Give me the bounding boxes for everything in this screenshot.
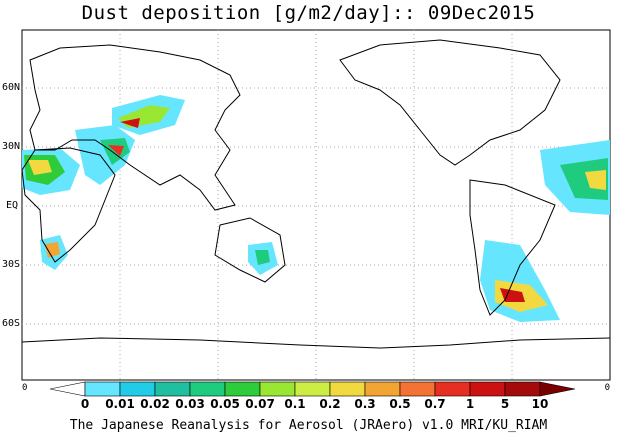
colorbar-tick-label: 0.02 [140,397,170,411]
colorbar-tick-label: 1 [466,397,474,411]
colorbar-swatch [364,381,401,397]
colorbar-swatch [434,381,471,397]
plume-atlantic-mid [560,158,608,200]
colorbar-tick-label: 0.3 [354,397,375,411]
colorbar-swatch [329,381,366,397]
colorbar-swatch [259,381,296,397]
colorbar-tick-label: 0.2 [319,397,340,411]
colorbar-tick-label: 10 [532,397,549,411]
plume-west-africa-inner [28,160,52,175]
lat-label-eq: EQ [6,200,19,211]
colorbar-swatch [469,381,506,397]
coastline-north-america [339,39,561,166]
dust-plumes [22,95,610,322]
axis-end-label: 0 [605,383,610,393]
lat-label-30n: 30N [2,141,21,152]
colorbar-swatch [49,381,86,397]
plume-south-africa-inner [45,242,60,258]
colorbar-swatch [224,381,261,397]
map-title: Dust deposition [g/m2/day]:: 09Dec2015 [81,2,536,24]
lat-label-60n: 60N [2,82,21,93]
axis-end-label: 0 [22,383,27,393]
colorbar-tick-label: 0.01 [105,397,135,411]
lat-label-30s: 30S [2,259,21,270]
colorbar-swatch [84,381,121,397]
coastline-africa [21,147,116,263]
colorbar-tick-label: 0 [81,397,89,411]
coastline-antarctica [21,337,611,349]
colorbar-tick-label: 0.05 [210,397,240,411]
colorbar-swatch [539,381,576,397]
plume-central-asia-core [120,118,140,128]
lat-label-60s: 60S [2,318,21,329]
colorbar-tick-label: 5 [501,397,509,411]
colorbar-tick-label: 0.7 [424,397,445,411]
colorbar-swatch [154,381,191,397]
colorbar-tick-label: 0.5 [389,397,410,411]
plume-arabia-core [108,145,124,156]
colorbar-swatch [189,381,226,397]
plume-atlantic-inner [585,170,606,190]
plume-patagonia-core [500,288,525,302]
colorbar: 0 0.01 0.02 0.03 0.05 0.07 0.1 0.2 0.3 0.5 0.7 1 5 10… [22,381,610,411]
colorbar-swatch [294,381,331,397]
colorbar-tick-label: 0.07 [245,397,275,411]
coastline-australia [214,217,286,283]
credit-line: The Japanese Reanalysis for Aerosol (JRA… [69,418,548,433]
colorbar-swatch [119,381,156,397]
coastline-south-america [469,179,556,316]
colorbar-swatch [504,381,541,397]
colorbar-tick-label: 0.1 [284,397,305,411]
colorbar-swatch [399,381,436,397]
plume-arabia-mid [100,138,130,165]
coastlines [21,39,611,349]
plume-australia-inner [255,250,270,265]
colorbar-tick-label: 0.03 [175,397,205,411]
